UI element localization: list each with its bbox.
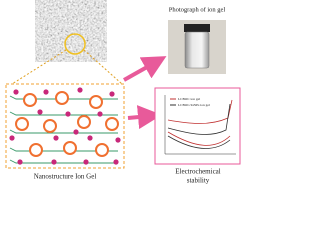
polymer-chain [9,159,118,164]
ion [83,159,89,165]
nanoparticle [15,117,29,131]
graphic-abstract: Nanostructure Ion Gel Photograph of ion … [5,0,241,185]
ion [65,111,71,117]
nanoparticle [43,119,57,133]
legend-label: LCBOC ion gel [178,97,200,101]
nanoparticle [29,143,43,157]
ion [43,89,49,95]
stability-label: stability [187,177,210,185]
nanoparticle [89,95,103,109]
plot-curve [167,131,231,146]
nanoparticle [95,143,109,157]
ion [13,89,19,95]
plot-curve [167,103,231,135]
gel-label: Nanostructure Ion Gel [34,173,97,181]
highlight-circle [64,33,86,55]
plot-curve [167,135,231,149]
ion [73,129,79,135]
ion [77,87,83,93]
ion [37,109,43,115]
zoom-line [11,49,67,85]
ion [109,91,115,97]
arrow [127,105,162,130]
vial [184,31,210,69]
ion [17,159,23,165]
plot-box [154,87,241,165]
ion [115,137,121,143]
legend-label: LCBOC/IoNPs ion gel [178,103,210,107]
molecules [9,87,121,165]
nanoparticle [55,91,69,105]
ion [51,159,57,165]
zoom-line [83,49,123,85]
vial-cap [184,24,210,32]
nanoparticle [105,117,119,131]
ion [97,111,103,117]
ion [9,135,15,141]
ion [53,135,59,141]
arrow [123,56,167,82]
ion [87,135,93,141]
nanoparticle [23,93,37,107]
photo-label: Photograph of ion gel [169,6,226,13]
stability-label: Electrochemical [175,168,221,176]
ion [113,159,119,165]
polymer-chain [9,129,118,134]
nanoparticle [63,141,77,155]
sem-image [35,0,107,62]
nanoparticle [77,115,91,129]
